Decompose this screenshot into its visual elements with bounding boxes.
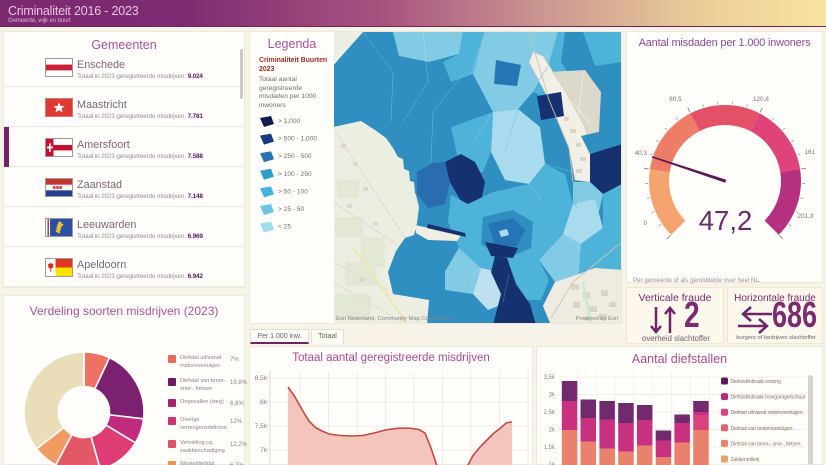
svg-text:8,5k: 8,5k	[255, 375, 268, 382]
svg-text:> 500 - 1,000: > 500 - 1,000	[278, 136, 317, 143]
svg-text:201,3: 201,3	[798, 213, 814, 220]
svg-text:7k: 7k	[260, 447, 268, 454]
svg-text:120,8: 120,8	[753, 96, 769, 103]
svg-text:> 1,000: > 1,000	[278, 118, 301, 125]
svg-text:2k: 2k	[549, 428, 556, 434]
svg-text:Diefstal van motorvoertuigen: Diefstal van motorvoertuigen	[731, 426, 793, 432]
svg-text:1k: 1k	[549, 463, 556, 465]
svg-text:Zakkenrollerij: Zakkenrollerij	[731, 457, 760, 463]
svg-text:> 250 - 500: > 250 - 500	[278, 153, 312, 160]
svg-text:3k: 3k	[549, 393, 556, 399]
svg-text:Diefstal/inbraak woning: Diefstal/inbraak woning	[731, 379, 781, 385]
svg-text:Diefstal uit/vanaf motorvoertu: Diefstal uit/vanaf motorvoertuigen	[731, 410, 803, 416]
svg-text:3,5k: 3,5k	[544, 375, 556, 381]
svg-text:> 50 - 100: > 50 - 100	[278, 188, 308, 195]
svg-text:1,5k: 1,5k	[544, 445, 556, 451]
svg-text:8k: 8k	[260, 399, 268, 406]
svg-text:> 25 - 50: > 25 - 50	[278, 206, 305, 213]
svg-text:< 25: < 25	[278, 224, 291, 231]
svg-text:40,3: 40,3	[635, 150, 648, 157]
svg-text:> 100 - 250: > 100 - 250	[278, 171, 312, 178]
svg-text:161: 161	[805, 149, 816, 156]
svg-text:80,5: 80,5	[669, 96, 682, 103]
svg-text:2,5k: 2,5k	[544, 410, 556, 416]
svg-text:0: 0	[644, 220, 648, 227]
svg-text:Diefstal/inbraak box/garage/sc: Diefstal/inbraak box/garage/schuur	[731, 395, 806, 401]
svg-text:Diefstal van brom-, snor-, fie: Diefstal van brom-, snor-, fietsen	[731, 441, 801, 447]
svg-text:7,5k: 7,5k	[255, 423, 268, 430]
